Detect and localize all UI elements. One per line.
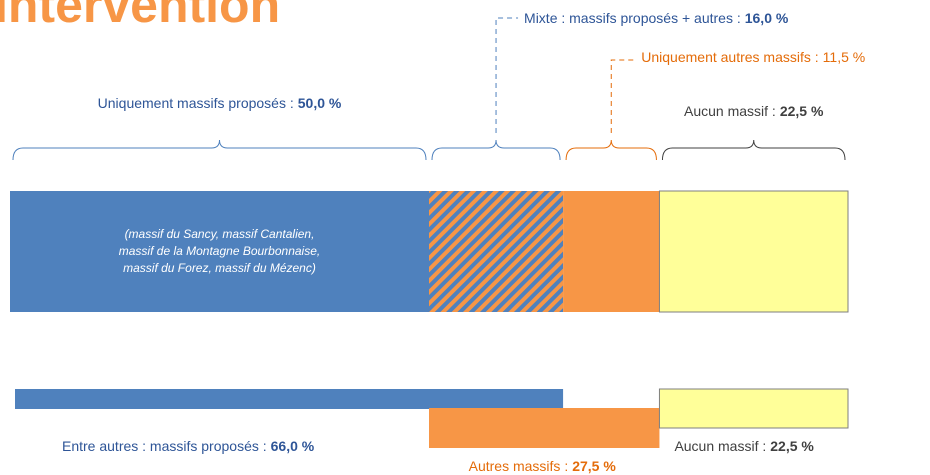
- segment-note: massif du Forez, massif du Mézenc): [123, 261, 316, 275]
- segment-label: Mixte : massifs proposés + autres :16,0 …: [524, 10, 789, 26]
- label-name: Aucun massif :: [674, 438, 766, 454]
- label-value: 22,5 %: [770, 438, 814, 454]
- bar-segment: [429, 191, 564, 312]
- brace: [661, 139, 846, 161]
- label-name: Uniquement massifs proposés :: [98, 95, 294, 111]
- label-name: Autres massifs :: [469, 458, 569, 474]
- label-value: 22,5 %: [780, 103, 824, 119]
- segment-label: Uniquement massifs proposés :50,0 %: [98, 95, 342, 111]
- segment-label: Aucun massif :22,5 %: [684, 103, 824, 119]
- title: Intervention: [0, 0, 280, 33]
- bar-segment: [15, 389, 564, 409]
- segment-label: Autres massifs :27,5 %: [469, 458, 617, 474]
- label-name: Entre autres : massifs proposés :: [62, 438, 267, 454]
- bar-segment: [658, 190, 849, 313]
- leader-line: [610, 59, 637, 133]
- label-value: 16,0 %: [745, 10, 789, 26]
- label-name: Uniquement autres massifs :: [641, 49, 818, 65]
- brace: [12, 139, 427, 161]
- label-name: Aucun massif :: [684, 103, 776, 119]
- segment-label: Aucun massif :22,5 %: [674, 438, 814, 454]
- bar-segment: [658, 388, 849, 429]
- label-value: 50,0 %: [298, 95, 342, 111]
- segment-note: massif de la Montagne Bourbonnaise,: [119, 244, 320, 258]
- brace: [565, 139, 657, 161]
- bar-segment: [429, 408, 660, 448]
- segment-label: Uniquement autres massifs : 11,5 %: [641, 49, 865, 65]
- bar-segment: [563, 191, 660, 312]
- brace: [431, 139, 561, 161]
- label-value: 66,0 %: [271, 438, 315, 454]
- label-value: 11,5 %: [823, 49, 866, 65]
- segment-note: (massif du Sancy, massif Cantalien,: [125, 227, 315, 241]
- label-value: 27,5 %: [572, 458, 616, 474]
- label-name: Mixte : massifs proposés + autres :: [524, 10, 741, 26]
- bar-segment: [10, 191, 429, 312]
- segment-label: Entre autres : massifs proposés :66,0 %: [62, 438, 315, 454]
- leader-line: [495, 17, 519, 133]
